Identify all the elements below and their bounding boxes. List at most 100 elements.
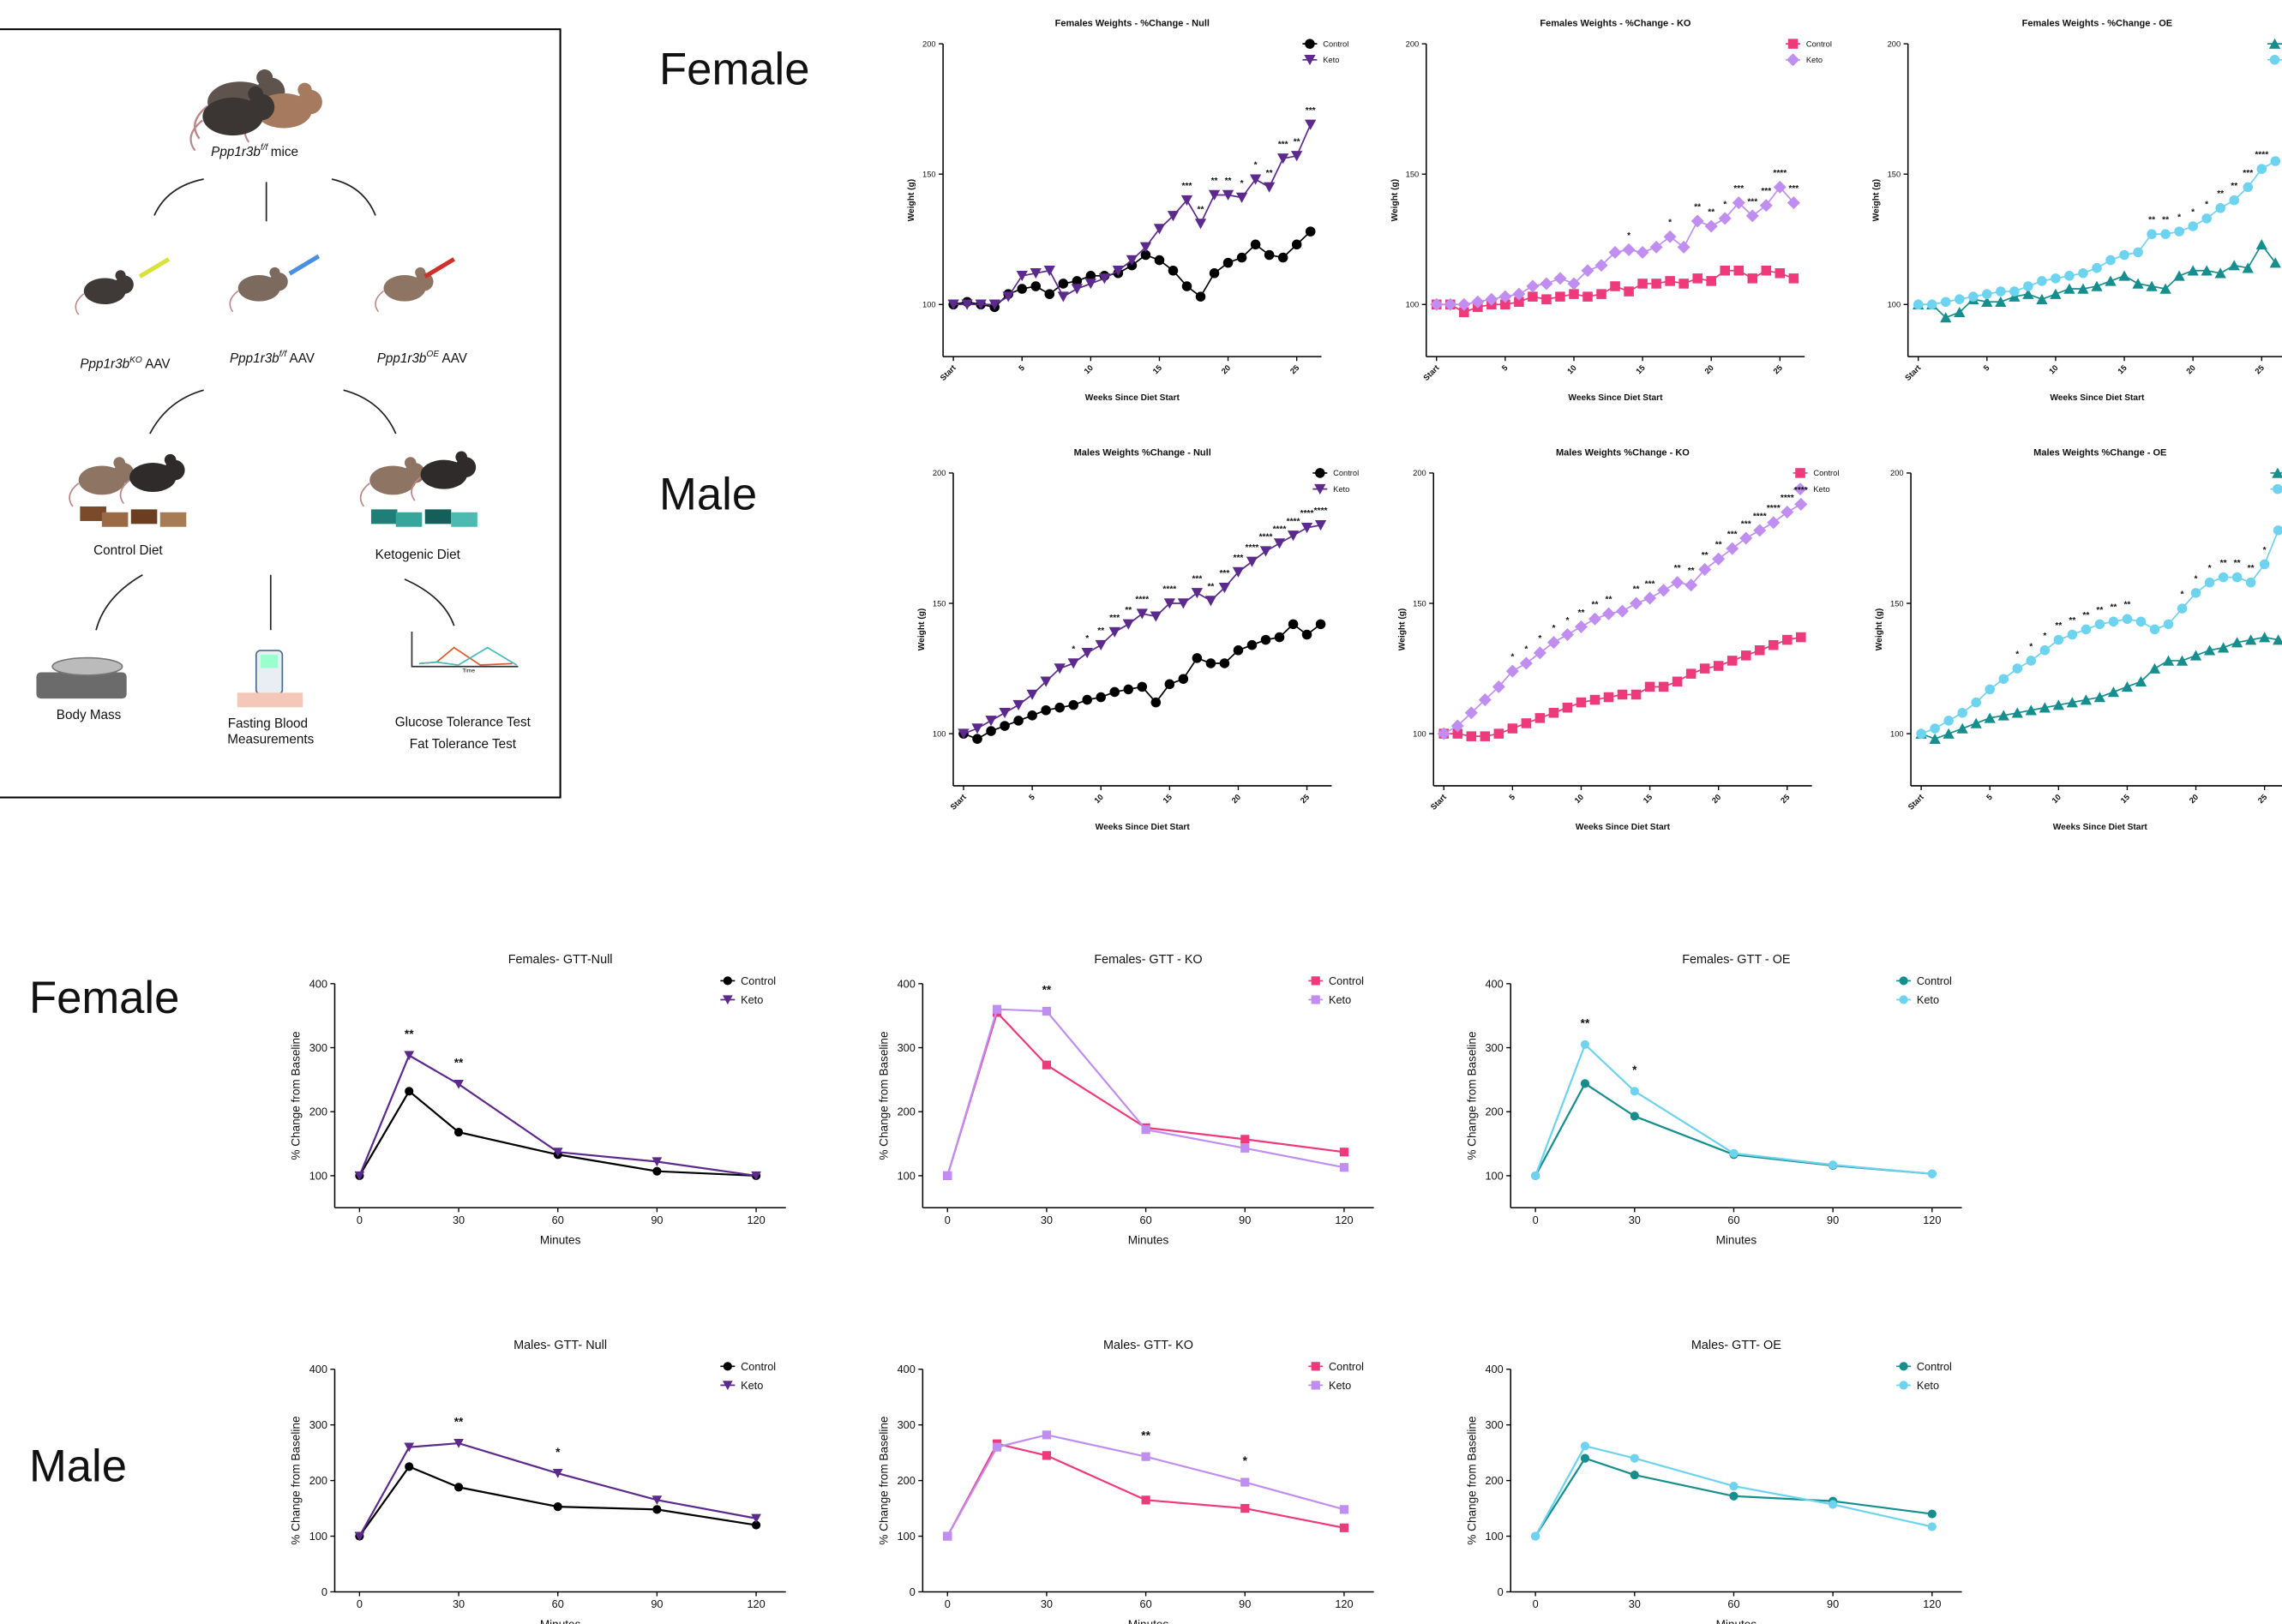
x-tick-label: 60 (1727, 1214, 1739, 1226)
mouse-ear (113, 457, 125, 469)
marker (1030, 281, 1041, 291)
significance-label: **** (1162, 584, 1176, 594)
x-tick-label: 120 (1923, 1214, 1941, 1226)
marker (1645, 682, 1655, 692)
marker (986, 726, 996, 736)
x-tick-label: 0 (357, 1214, 363, 1226)
legend-marker (2270, 55, 2280, 65)
y-tick-label: 100 (1890, 729, 1904, 738)
marker (2133, 248, 2143, 258)
x-axis-label: Minutes (1716, 1234, 1757, 1247)
marker (1729, 1492, 1738, 1501)
marker (1755, 645, 1765, 656)
significance-label: **** (1781, 494, 1794, 503)
significance-label: **** (1773, 169, 1787, 178)
significance-label: ** (2234, 559, 2241, 568)
y-tick-label: 200 (1890, 469, 1904, 477)
food-block (425, 509, 452, 524)
marker (1789, 273, 1799, 284)
marker (1747, 273, 1757, 284)
marker (1467, 731, 1477, 741)
y-tick-label: 150 (933, 599, 946, 608)
y-axis-label: % Change from Baseline (290, 1416, 303, 1544)
marker (1302, 630, 1312, 640)
significance-label: * (1565, 616, 1569, 626)
chart-title: Males Weights %Change - KO (1556, 448, 1690, 458)
y-tick-label: 100 (1485, 1530, 1503, 1543)
x-tick-label: 90 (1239, 1597, 1251, 1610)
significance-label: * (1510, 653, 1514, 662)
y-tick-label: 300 (1485, 1041, 1503, 1054)
marker (2260, 560, 2270, 570)
y-tick-label: 150 (1890, 599, 1904, 608)
legend-marker (1312, 976, 1320, 985)
suffix: AAV (145, 357, 171, 372)
legend-label: Control (1329, 974, 1364, 987)
y-tick-label: 150 (922, 170, 936, 178)
marker (2037, 276, 2047, 286)
x-tick-label: 30 (1041, 1214, 1053, 1226)
y-tick-label: 400 (309, 977, 327, 990)
significance-label: * (1668, 219, 1672, 228)
gene: Ppp1r3b (230, 351, 279, 366)
significance-label: ** (405, 1028, 414, 1040)
genotype: f/f (279, 350, 288, 359)
marker (1665, 276, 1675, 286)
significance-label: **** (1273, 524, 1287, 534)
food-block (160, 512, 187, 527)
significance-label: **** (2255, 151, 2268, 160)
significance-label: **** (1753, 512, 1767, 521)
significance-label: **** (1287, 517, 1300, 526)
significance-label: *** (1741, 519, 1751, 529)
legend-label: Keto (1917, 993, 1939, 1006)
marker (1928, 1522, 1937, 1531)
significance-label: ** (1633, 584, 1640, 594)
marker (1913, 300, 1924, 310)
marker (2064, 271, 2075, 281)
marker (1480, 731, 1491, 741)
x-axis-label: Weeks Since Diet Start (1085, 393, 1180, 403)
x-tick-label: 30 (1041, 1597, 1053, 1610)
significance-label: ** (1097, 626, 1104, 636)
x-tick-label: 60 (1727, 1597, 1739, 1610)
marker (1678, 279, 1689, 289)
marker (2147, 229, 2157, 239)
significance-label: *** (1645, 579, 1655, 589)
marker (2095, 620, 2105, 630)
marker (1142, 1125, 1150, 1134)
marker (2012, 663, 2022, 674)
marker (1930, 723, 1940, 734)
x-axis-label: Weeks Since Diet Start (1576, 823, 1671, 832)
significance-label: *** (1747, 197, 1757, 207)
x-tick-label: 30 (453, 1214, 465, 1226)
marker (2271, 156, 2281, 166)
marker (1142, 1495, 1150, 1504)
significance-label: ** (1592, 601, 1599, 610)
significance-label: *** (1733, 184, 1744, 194)
legend-marker (724, 1362, 732, 1370)
marker (1927, 300, 1937, 310)
marker (2177, 603, 2188, 614)
significance-label: ** (1606, 596, 1612, 605)
significance-label: ** (1688, 566, 1695, 576)
marker (2068, 630, 2078, 640)
x-tick-label: 60 (552, 1597, 564, 1610)
marker (2119, 250, 2129, 261)
marker (2027, 656, 2037, 666)
marker (1155, 255, 1165, 266)
chart-title: Males Weights %Change - OE (2033, 448, 2166, 458)
significance-label: ** (1266, 169, 1273, 178)
significance-label: ** (1207, 582, 1214, 591)
marker (1316, 620, 1326, 630)
marker (1042, 1430, 1051, 1439)
legend-marker (1900, 1381, 1908, 1389)
significance-label: ** (2217, 189, 2224, 199)
marker (2164, 620, 2174, 630)
skin (237, 692, 303, 707)
marker (1631, 690, 1642, 700)
chart-title: Males- GTT- Null (513, 1339, 607, 1352)
marker (1928, 1509, 1937, 1518)
fasting-label: Fasting Blood (228, 716, 308, 731)
significance-label: *** (1727, 530, 1738, 540)
